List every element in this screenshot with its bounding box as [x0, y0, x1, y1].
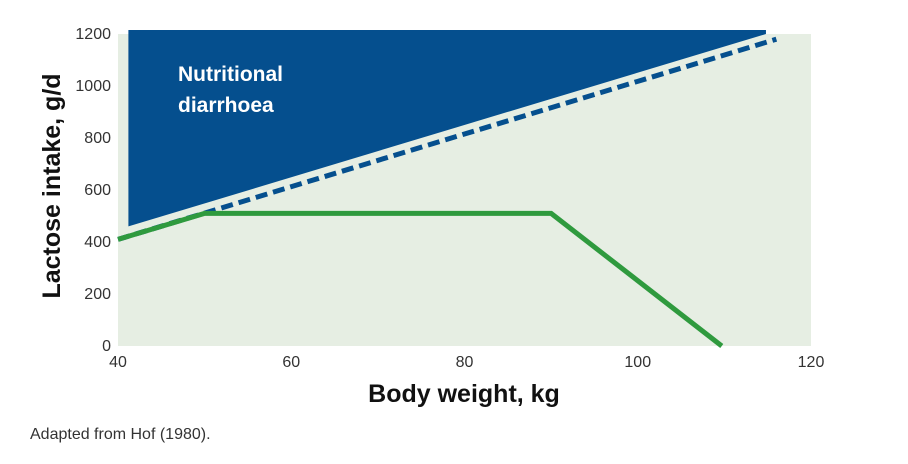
- dashed-series-line: [117, 36, 778, 242]
- y-tick-label: 1000: [75, 78, 111, 95]
- y-axis-ticks: 0 200 400 600 800 1000 1200: [75, 26, 111, 355]
- y-tick-label: 1200: [75, 26, 111, 43]
- solid-series-line: [117, 210, 724, 348]
- y-tick-label: 200: [84, 286, 111, 303]
- source-note: Adapted from Hof (1980).: [30, 426, 211, 443]
- x-tick-label: 80: [456, 354, 474, 371]
- x-axis-ticks: 40 60 80 100 120: [109, 354, 824, 371]
- y-tick-label: 400: [84, 234, 111, 251]
- x-axis-title: Body weight, kg: [368, 380, 560, 408]
- series-layer: [117, 36, 778, 348]
- diarrhoea-region: [128, 30, 766, 227]
- x-tick-label: 120: [798, 354, 825, 371]
- x-tick-label: 60: [282, 354, 300, 371]
- y-axis-title: Lactose intake, g/d: [38, 73, 66, 298]
- x-tick-label: 100: [624, 354, 651, 371]
- y-tick-label: 800: [84, 130, 111, 147]
- y-tick-label: 600: [84, 182, 111, 199]
- region-label-line-1: Nutritional: [178, 63, 283, 86]
- region-label-line-2: diarrhoea: [178, 94, 274, 117]
- x-tick-label: 40: [109, 354, 127, 371]
- y-tick-label: 0: [102, 338, 111, 355]
